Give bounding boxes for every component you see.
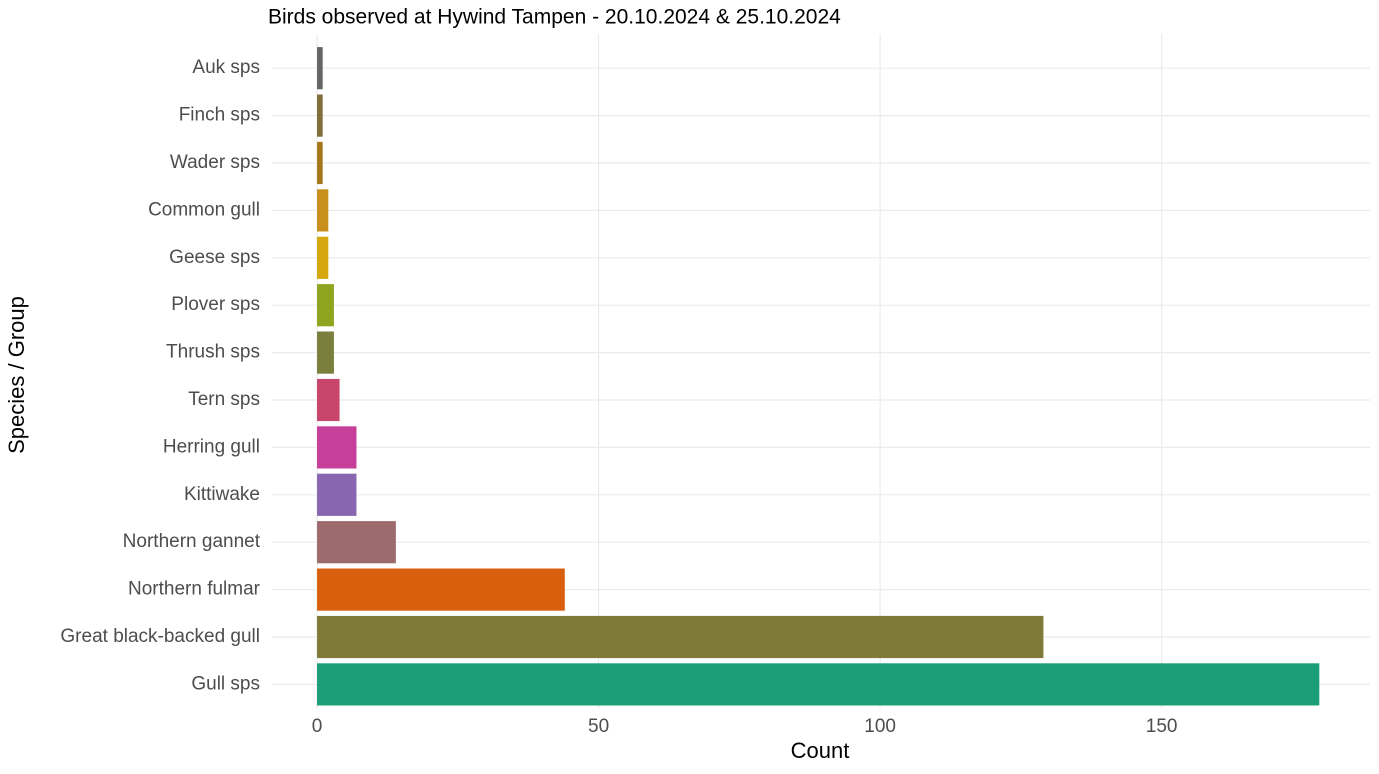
x-tick-label: 100 — [864, 716, 896, 737]
x-tick-label: 150 — [1146, 716, 1178, 737]
y-tick-label: Gull sps — [191, 673, 260, 694]
x-tick-label: 0 — [312, 716, 323, 737]
y-tick-label: Common gull — [148, 199, 260, 220]
y-tick-label: Tern sps — [188, 389, 260, 410]
bar — [317, 521, 396, 564]
y-tick-label: Auk sps — [192, 57, 260, 78]
bar — [317, 568, 565, 611]
bar — [317, 141, 323, 185]
x-tick-label: 50 — [588, 716, 609, 737]
bar — [317, 236, 329, 279]
y-tick-label: Geese sps — [169, 247, 260, 268]
bar — [317, 378, 340, 422]
y-tick-label: Herring gull — [163, 436, 260, 457]
bar — [317, 189, 329, 232]
chart-title: Birds observed at Hywind Tampen - 20.10.… — [268, 6, 841, 29]
y-tick-label: Great black-backed gull — [60, 626, 260, 647]
bar — [317, 94, 323, 137]
y-tick-label: Thrush sps — [166, 342, 260, 363]
y-tick-label: Kittiwake — [184, 484, 260, 505]
y-tick-label: Plover sps — [171, 294, 260, 315]
bar — [317, 47, 323, 90]
bar — [317, 284, 334, 327]
y-tick-label: Finch sps — [179, 105, 260, 126]
bar — [317, 663, 1320, 706]
bar — [317, 426, 357, 469]
y-tick-label: Northern fulmar — [128, 579, 261, 600]
bar — [317, 331, 334, 374]
bar — [317, 615, 1044, 659]
y-tick-label: Wader sps — [170, 152, 260, 173]
bar — [317, 473, 357, 516]
y-tick-label: Northern gannet — [123, 531, 261, 552]
y-axis-label: Species / Group — [4, 296, 29, 454]
x-axis-label: Count — [791, 738, 850, 763]
